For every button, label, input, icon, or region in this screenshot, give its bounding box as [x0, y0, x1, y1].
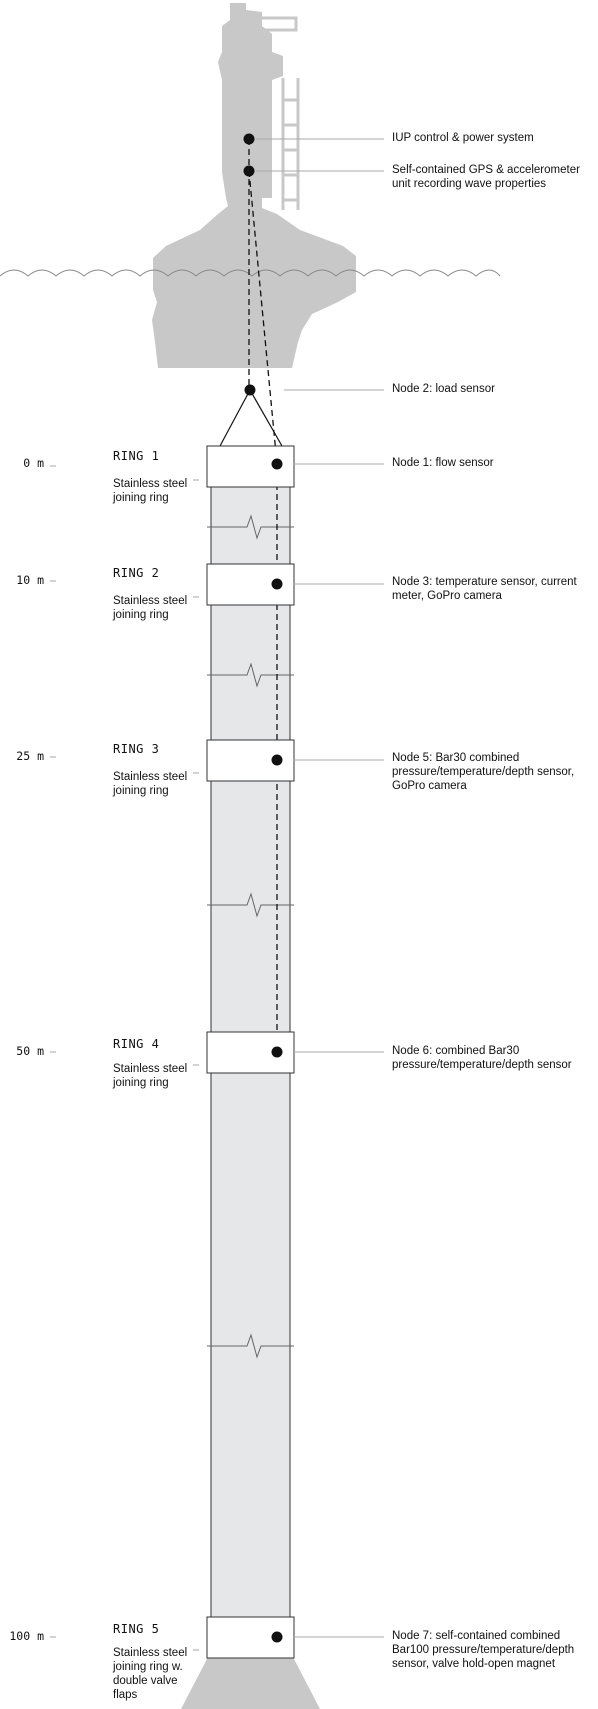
pipe-breaks: [207, 514, 294, 1359]
node-1-label: Node 1: flow sensor: [392, 457, 494, 469]
node-2-label: Node 2: load sensor: [392, 383, 495, 395]
node-2: [244, 384, 256, 396]
ring-3-desc: Stainless steel joining ring: [113, 771, 188, 797]
node-5: [271, 754, 283, 766]
iup-node: [243, 133, 255, 145]
node-6-label: Node 6: combined Bar30 pressure/temperat…: [392, 1045, 572, 1071]
ring-2-title: RING 2: [113, 566, 160, 580]
buoy-ladder: [281, 78, 300, 210]
ring-4-title: RING 4: [113, 1037, 160, 1051]
node-6: [271, 1046, 283, 1058]
ring-4-desc: Stainless steel joining ring: [113, 1063, 188, 1089]
buoy-top-rail: [258, 16, 298, 32]
ring-1-desc: Stainless steel joining ring: [113, 478, 188, 504]
depth-label-ring-1: 0 m: [23, 456, 44, 470]
depth-label-ring-2: 10 m: [16, 573, 44, 587]
depth-label-ring-4: 50 m: [16, 1044, 44, 1058]
ring-2-desc: Stainless steel joining ring: [113, 595, 188, 621]
node-3-label: Node 3: temperature sensor, current mete…: [392, 576, 577, 602]
depth-label-ring-3: 25 m: [16, 749, 44, 763]
ring-3-title: RING 3: [113, 742, 160, 756]
buoy-body: [152, 3, 356, 368]
gps-node: [243, 165, 255, 177]
node-3: [271, 578, 283, 590]
pipe-skirt: [181, 1657, 320, 1709]
leader-lines: [50, 138, 384, 1651]
node-5-label: Node 5: Bar30 combined pressure/temperat…: [392, 752, 575, 792]
ring-5-desc: Stainless steel joining ring w. double v…: [113, 1647, 188, 1701]
depth-label-ring-5: 100 m: [9, 1629, 44, 1643]
iup-label: IUP control & power system: [392, 132, 534, 144]
ring-3: [206, 739, 295, 782]
ring-1-title: RING 1: [113, 449, 160, 463]
node-7-label: Node 7: self-contained combined Bar100 p…: [392, 1630, 575, 1670]
node-1: [271, 458, 283, 470]
node-7: [271, 1631, 283, 1643]
bridle: [219, 389, 283, 447]
ring-5-title: RING 5: [113, 1622, 160, 1636]
water-surface: [0, 269, 501, 277]
gps-label: Self-contained GPS & accelerometer unit …: [392, 164, 580, 190]
